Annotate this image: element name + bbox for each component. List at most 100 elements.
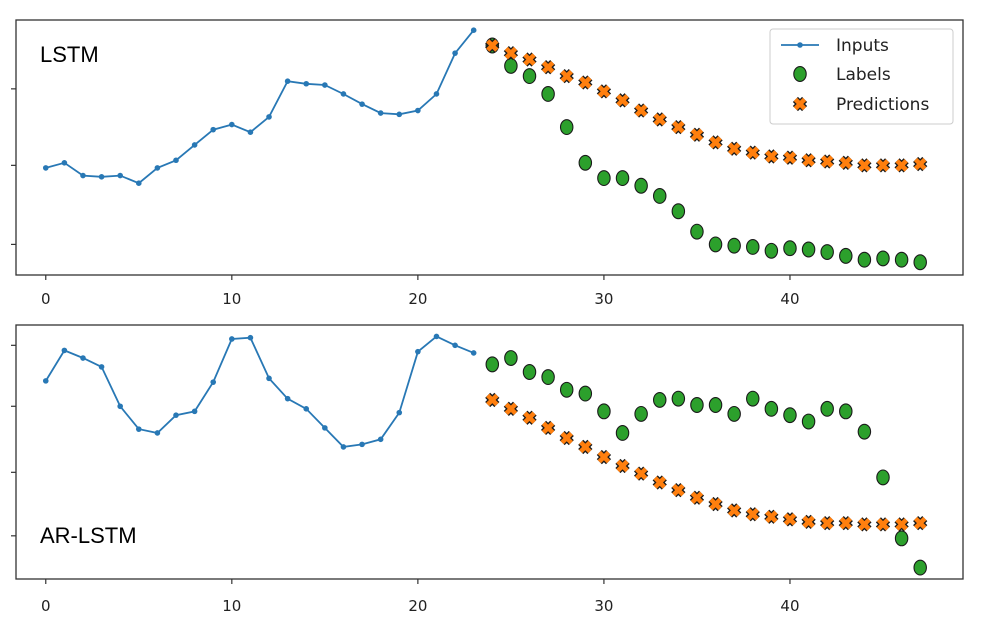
- predictions-point: [540, 60, 556, 75]
- inputs-series-line: [45, 29, 475, 185]
- labels-point: [708, 236, 723, 253]
- x-tick-label-30: 30: [594, 290, 613, 308]
- predictions-point-fill: [560, 69, 573, 83]
- predictions-point-fill: [895, 159, 908, 172]
- inputs-point: [247, 129, 254, 135]
- predictions-point-fill: [746, 146, 759, 159]
- predictions-point: [764, 509, 779, 524]
- predictions-point-fill: [653, 476, 666, 489]
- inputs-point: [284, 78, 291, 84]
- predictions-point-fill: [672, 483, 685, 497]
- predictions-point: [522, 410, 537, 425]
- x-tick-label-0: 0: [41, 290, 51, 308]
- predictions-point: [559, 430, 574, 446]
- predictions-point: [801, 153, 816, 168]
- predictions-point: [875, 517, 891, 532]
- predictions-point-fill: [690, 128, 704, 141]
- predictions-point: [838, 155, 853, 170]
- predictions-point: [559, 68, 574, 84]
- predictions-point-fill: [541, 60, 555, 74]
- predictions-point: [875, 158, 891, 173]
- predictions-point-fill: [746, 508, 759, 521]
- inputs-point: [173, 157, 179, 164]
- predictions-point-fill: [858, 518, 871, 531]
- inputs-point: [154, 165, 161, 171]
- predictions-point-fill: [541, 421, 555, 435]
- labels-point: [913, 559, 927, 576]
- predictions-point: [857, 158, 872, 173]
- legend-predictions-swatch: [792, 96, 808, 112]
- predictions-point: [801, 514, 816, 529]
- x-tick-label-10: 10: [222, 597, 241, 615]
- predictions-point-fill: [523, 53, 536, 66]
- predictions-point: [596, 449, 612, 465]
- inputs-point: [210, 126, 217, 133]
- axes-frame: [15, 324, 964, 580]
- x-tick-label-20: 20: [408, 597, 427, 615]
- labels-point: [652, 188, 667, 204]
- legend-entry-labels: Labels: [836, 65, 891, 85]
- inputs-point: [322, 82, 328, 88]
- labels-point: [783, 407, 797, 424]
- predictions-point-fill: [560, 431, 573, 445]
- predictions-point-fill: [727, 504, 741, 517]
- predictions-point-fill: [504, 46, 518, 60]
- labels-point: [615, 425, 630, 441]
- labels-point: [913, 254, 927, 271]
- predictions-point-fill: [709, 497, 722, 511]
- labels-point: [597, 170, 611, 187]
- panel-label: AR-LSTM: [40, 523, 137, 548]
- labels-point: [634, 405, 648, 422]
- predictions-point: [913, 515, 928, 531]
- labels-point: [857, 251, 872, 268]
- predictions-point: [485, 392, 500, 408]
- predictions-point-fill: [504, 402, 518, 416]
- legend-inputs-swatch-dot: [797, 42, 803, 48]
- labels-point: [671, 390, 686, 407]
- predictions-point-fill: [839, 156, 853, 170]
- inputs-point: [173, 412, 179, 418]
- labels-point: [578, 385, 593, 402]
- x-tick-label-40: 40: [780, 597, 799, 615]
- inputs-point: [266, 375, 272, 382]
- inputs-point: [340, 444, 347, 450]
- predictions-point-fill: [634, 104, 648, 117]
- inputs-point: [80, 355, 86, 361]
- predictions-point-fill: [876, 518, 890, 531]
- predictions-point-fill: [486, 393, 499, 407]
- predictions-point-fill: [690, 491, 704, 504]
- chart-legend: Inputs Labels Predictions: [769, 28, 954, 125]
- predictions-point-fill: [672, 120, 685, 134]
- inputs-point: [229, 121, 235, 128]
- x-tick-label-40: 40: [780, 290, 799, 308]
- labels-point: [504, 350, 518, 366]
- predictions-point: [727, 141, 742, 156]
- labels-point: [541, 85, 555, 102]
- predictions-point: [652, 475, 667, 490]
- inputs-point: [377, 110, 384, 116]
- predictions-point-fill: [616, 94, 629, 107]
- predictions-point-fill: [653, 113, 666, 126]
- labels-point: [522, 68, 537, 85]
- predictions-point: [838, 515, 853, 531]
- inputs-point: [433, 333, 440, 340]
- predictions-point: [913, 156, 928, 172]
- inputs-point: [359, 441, 365, 448]
- predictions-point: [689, 127, 705, 142]
- labels-point: [708, 397, 723, 413]
- inputs-point: [80, 172, 86, 179]
- inputs-point: [42, 165, 49, 171]
- labels-point: [857, 423, 872, 440]
- inputs-point: [340, 91, 347, 97]
- labels-point: [894, 251, 909, 268]
- predictions-point: [820, 515, 835, 531]
- predictions-point-fill: [597, 85, 611, 98]
- labels-point: [801, 241, 816, 258]
- predictions-point-fill: [858, 159, 871, 172]
- inputs-point: [61, 160, 68, 166]
- labels-point: [597, 403, 611, 420]
- predictions-point-fill: [895, 518, 908, 531]
- predictions-point: [745, 145, 760, 160]
- inputs-point: [266, 114, 272, 120]
- labels-point: [727, 237, 741, 254]
